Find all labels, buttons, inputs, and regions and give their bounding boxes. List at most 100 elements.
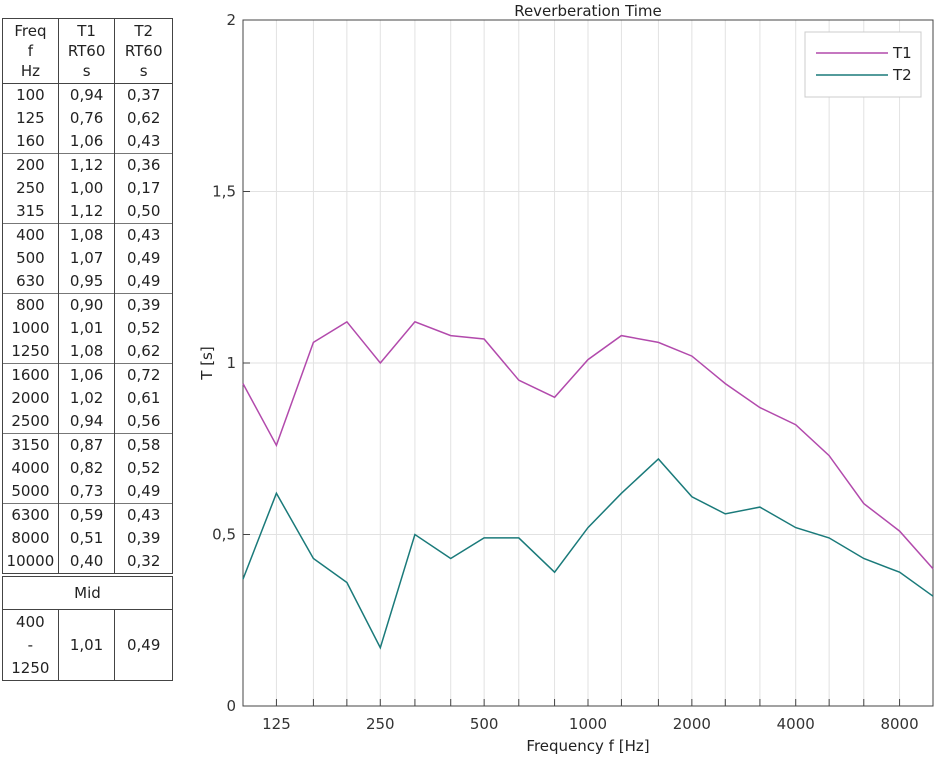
mid-title: Mid bbox=[2, 576, 173, 610]
freq-cell: 10000 bbox=[2, 550, 59, 574]
x-tick-label: 1000 bbox=[569, 715, 607, 733]
t1-cell: 1,01 bbox=[57, 317, 116, 340]
header-line: RT60 bbox=[67, 42, 106, 60]
table-row: 200 1,12 0,36 bbox=[2, 153, 173, 177]
t2-cell: 0,39 bbox=[114, 527, 173, 550]
header-line: Freq bbox=[14, 22, 47, 40]
t2-cell: 0,36 bbox=[114, 153, 173, 177]
freq-cell: 1000 bbox=[2, 317, 59, 340]
table-row: 500 1,07 0,49 bbox=[2, 247, 173, 270]
y-tick-label: 0,5 bbox=[212, 526, 236, 544]
t2-cell: 0,17 bbox=[114, 177, 173, 200]
t2-cell: 0,43 bbox=[114, 223, 173, 247]
table-row: 630 0,95 0,49 bbox=[2, 270, 173, 294]
chart-title: Reverberation Time bbox=[514, 2, 662, 20]
t1-cell: 0,82 bbox=[57, 457, 116, 480]
freq-cell: 1250 bbox=[2, 340, 59, 364]
t1-cell: 1,02 bbox=[57, 387, 116, 410]
freq-cell: 200 bbox=[2, 153, 59, 177]
freq-cell: 1600 bbox=[2, 363, 59, 387]
table-row: 8000 0,51 0,39 bbox=[2, 527, 173, 550]
mid-freq-range: 400 - 1250 bbox=[2, 609, 59, 681]
t2-cell: 0,61 bbox=[114, 387, 173, 410]
t1-cell: 1,06 bbox=[57, 363, 116, 387]
mid-freq-sep: - bbox=[27, 635, 34, 654]
table-row: 125 0,76 0,62 bbox=[2, 107, 173, 130]
legend-box bbox=[804, 31, 922, 98]
table-row: 1000 1,01 0,52 bbox=[2, 317, 173, 340]
y-tick-label: 1,5 bbox=[212, 183, 236, 201]
axis-ticks: 0 0,5 1 1,5 2 125 250 500 1000 2000 4000 8000 bbox=[212, 11, 934, 733]
t1-cell: 0,73 bbox=[57, 480, 116, 504]
t2-cell: 0,43 bbox=[114, 503, 173, 527]
t1-cell: 1,12 bbox=[57, 200, 116, 224]
t2-cell: 0,50 bbox=[114, 200, 173, 224]
t2-cell: 0,49 bbox=[114, 247, 173, 270]
freq-cell: 3150 bbox=[2, 433, 59, 457]
t2-cell: 0,62 bbox=[114, 107, 173, 130]
t1-cell: 1,07 bbox=[57, 247, 116, 270]
t1-cell: 1,08 bbox=[57, 223, 116, 247]
y-tick-label: 0 bbox=[226, 697, 236, 715]
table-row: 315 1,12 0,50 bbox=[2, 200, 173, 224]
freq-cell: 250 bbox=[2, 177, 59, 200]
t2-cell: 0,39 bbox=[114, 293, 173, 317]
x-tick-label: 8000 bbox=[880, 715, 918, 733]
rt60-table: Freq f Hz T1 RT60 s T2 RT60 s 100 0,94 0,3… bbox=[2, 18, 173, 574]
header-line: RT60 bbox=[124, 42, 163, 60]
mid-t1-value: 1,01 bbox=[57, 609, 116, 681]
header-line: Hz bbox=[20, 62, 40, 80]
y-axis-title: T [s] bbox=[198, 346, 216, 380]
table-header-row: Freq f Hz T1 RT60 s T2 RT60 s bbox=[2, 18, 173, 84]
t2-cell: 0,62 bbox=[114, 340, 173, 364]
grid bbox=[243, 20, 933, 706]
mid-t2-value: 0,49 bbox=[114, 609, 173, 681]
table-row: 10000 0,40 0,32 bbox=[2, 550, 173, 574]
t1-cell: 1,00 bbox=[57, 177, 116, 200]
x-tick-label: 2000 bbox=[673, 715, 711, 733]
t2-cell: 0,32 bbox=[114, 550, 173, 574]
freq-cell: 630 bbox=[2, 270, 59, 294]
x-tick-label: 500 bbox=[470, 715, 499, 733]
table-row: 2000 1,02 0,61 bbox=[2, 387, 173, 410]
t1-cell: 0,40 bbox=[57, 550, 116, 574]
freq-cell: 2500 bbox=[2, 410, 59, 434]
table-row: 3150 0,87 0,58 bbox=[2, 433, 173, 457]
header-line: s bbox=[139, 62, 148, 80]
freq-cell: 400 bbox=[2, 223, 59, 247]
mid-freq-start: 400 bbox=[16, 612, 45, 631]
t2-cell: 0,49 bbox=[114, 270, 173, 294]
header-line: f bbox=[27, 42, 34, 60]
header-t1: T1 RT60 s bbox=[57, 18, 116, 84]
t2-cell: 0,37 bbox=[114, 83, 173, 107]
t2-cell: 0,49 bbox=[114, 480, 173, 504]
t2-cell: 0,58 bbox=[114, 433, 173, 457]
t2-cell: 0,56 bbox=[114, 410, 173, 434]
freq-cell: 2000 bbox=[2, 387, 59, 410]
x-tick-label: 125 bbox=[262, 715, 291, 733]
table-row: 100 0,94 0,37 bbox=[2, 83, 173, 107]
table-row: 6300 0,59 0,43 bbox=[2, 503, 173, 527]
header-line: s bbox=[82, 62, 91, 80]
header-line: T2 bbox=[134, 22, 154, 40]
mid-row: 400 - 1250 1,01 0,49 bbox=[2, 609, 173, 681]
table-row: 800 0,90 0,39 bbox=[2, 293, 173, 317]
table-row: 1250 1,08 0,62 bbox=[2, 340, 173, 364]
table-row: 400 1,08 0,43 bbox=[2, 223, 173, 247]
x-tick-label: 4000 bbox=[777, 715, 815, 733]
freq-cell: 8000 bbox=[2, 527, 59, 550]
table-row: 160 1,06 0,43 bbox=[2, 130, 173, 154]
freq-cell: 5000 bbox=[2, 480, 59, 504]
header-freq: Freq f Hz bbox=[2, 18, 59, 84]
table-row: 250 1,00 0,17 bbox=[2, 177, 173, 200]
freq-cell: 160 bbox=[2, 130, 59, 154]
table-row: 2500 0,94 0,56 bbox=[2, 410, 173, 434]
header-line: T1 bbox=[77, 22, 96, 40]
t1-cell: 0,87 bbox=[57, 433, 116, 457]
freq-cell: 125 bbox=[2, 107, 59, 130]
freq-cell: 100 bbox=[2, 83, 59, 107]
freq-cell: 500 bbox=[2, 247, 59, 270]
x-axis-title: Frequency f [Hz] bbox=[526, 737, 649, 755]
legend-label-t1: T1 bbox=[892, 44, 912, 62]
